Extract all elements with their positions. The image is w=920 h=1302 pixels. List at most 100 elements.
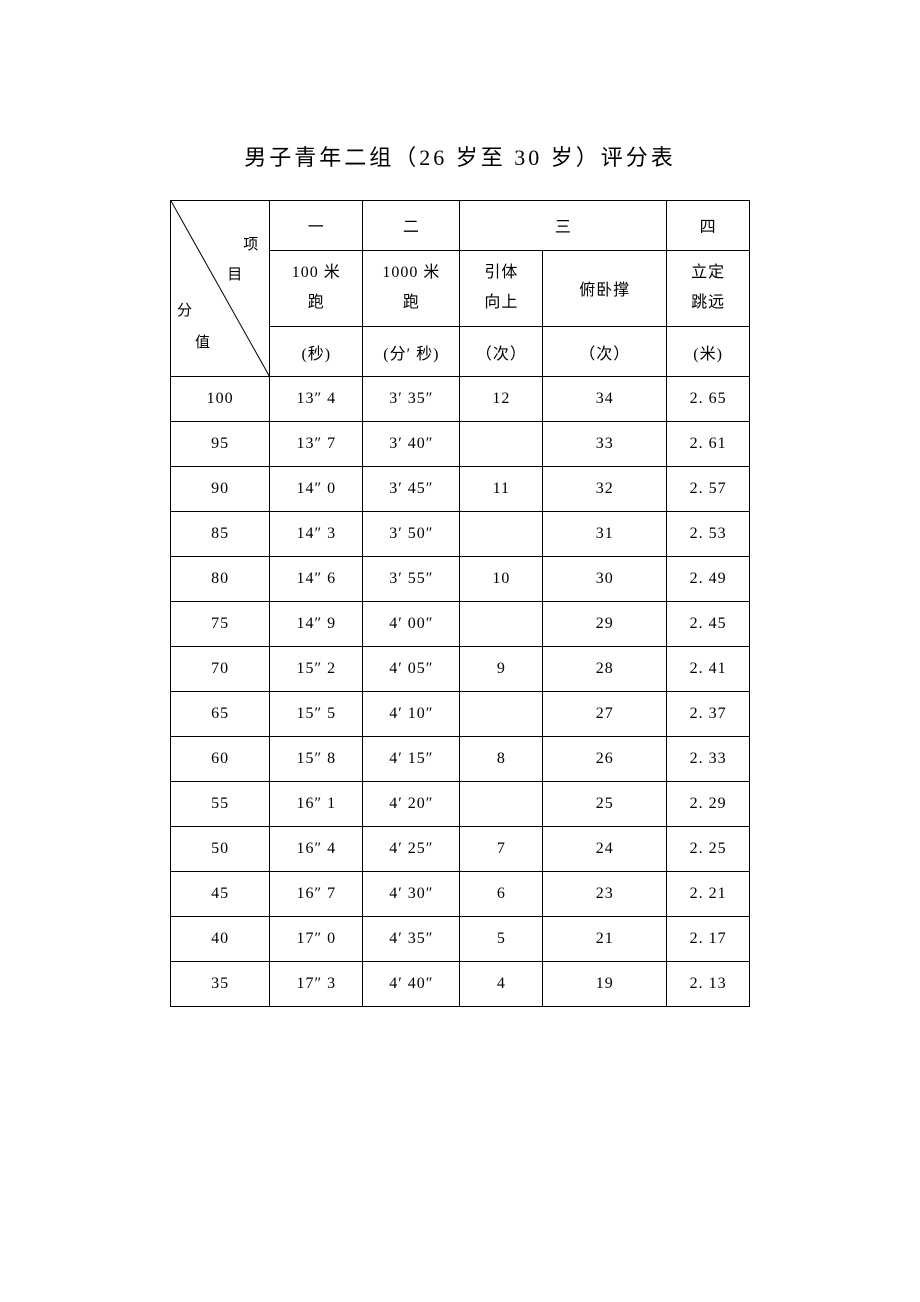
page-title: 男子青年二组（26 岁至 30 岁）评分表 bbox=[170, 140, 750, 172]
table-row: 9014″ 03′ 45″11322. 57 bbox=[171, 467, 750, 512]
cell-score: 95 bbox=[171, 422, 270, 467]
cell-score: 55 bbox=[171, 782, 270, 827]
cell-c3b: 34 bbox=[543, 377, 667, 422]
cell-c3a: 6 bbox=[460, 872, 543, 917]
cell-c1: 13″ 7 bbox=[270, 422, 363, 467]
sub-2-line1: 1000 米 bbox=[363, 258, 459, 288]
table-row: 9513″ 73′ 40″ 332. 61 bbox=[171, 422, 750, 467]
sub-1-line2: 跑 bbox=[270, 288, 362, 318]
cell-c2: 4′ 40″ bbox=[363, 962, 460, 1007]
cell-c3b: 25 bbox=[543, 782, 667, 827]
cell-score: 65 bbox=[171, 692, 270, 737]
cell-c3b: 33 bbox=[543, 422, 667, 467]
cell-c2: 4′ 10″ bbox=[363, 692, 460, 737]
cell-c3b: 24 bbox=[543, 827, 667, 872]
table-row: 4017″ 04′ 35″5212. 17 bbox=[171, 917, 750, 962]
cell-c3a: 5 bbox=[460, 917, 543, 962]
cell-c2: 4′ 15″ bbox=[363, 737, 460, 782]
cell-c4: 2. 13 bbox=[667, 962, 750, 1007]
cell-c1: 15″ 8 bbox=[270, 737, 363, 782]
cell-c2: 3′ 40″ bbox=[363, 422, 460, 467]
cell-c3b: 29 bbox=[543, 602, 667, 647]
cell-score: 90 bbox=[171, 467, 270, 512]
table-row: 8014″ 63′ 55″10302. 49 bbox=[171, 557, 750, 602]
cell-c1: 14″ 3 bbox=[270, 512, 363, 557]
table-row: 5516″ 14′ 20″252. 29 bbox=[171, 782, 750, 827]
cell-c3a bbox=[460, 692, 543, 737]
cell-c4: 2. 41 bbox=[667, 647, 750, 692]
cell-c3a bbox=[460, 512, 543, 557]
cell-c3b: 19 bbox=[543, 962, 667, 1007]
sub-3b: 俯卧撑 bbox=[543, 250, 667, 327]
cell-c3a: 4 bbox=[460, 962, 543, 1007]
cell-c4: 2. 45 bbox=[667, 602, 750, 647]
cell-c4: 2. 33 bbox=[667, 737, 750, 782]
cell-score: 60 bbox=[171, 737, 270, 782]
cell-score: 80 bbox=[171, 557, 270, 602]
cell-c4: 2. 21 bbox=[667, 872, 750, 917]
page: 男子青年二组（26 岁至 30 岁）评分表 项 目 分 值 一 二 三 bbox=[0, 0, 920, 1107]
header-row-groups: 项 目 分 值 一 二 三 四 bbox=[171, 201, 750, 251]
cell-c3a bbox=[460, 782, 543, 827]
table-row: 3517″ 34′ 40″4192. 13 bbox=[171, 962, 750, 1007]
sub-3a: 引体 向上 bbox=[460, 250, 543, 327]
cell-score: 50 bbox=[171, 827, 270, 872]
cell-c2: 3′ 55″ bbox=[363, 557, 460, 602]
cell-c1: 16″ 4 bbox=[270, 827, 363, 872]
sub-3a-line1: 引体 bbox=[460, 258, 542, 288]
diagonal-header: 项 目 分 值 bbox=[171, 201, 270, 377]
sub-4-line1: 立定 bbox=[667, 258, 749, 288]
cell-c2: 4′ 35″ bbox=[363, 917, 460, 962]
cell-c3b: 21 bbox=[543, 917, 667, 962]
cell-c2: 3′ 45″ bbox=[363, 467, 460, 512]
unit-3a: （次） bbox=[460, 327, 543, 377]
cell-c3b: 28 bbox=[543, 647, 667, 692]
cell-c1: 16″ 7 bbox=[270, 872, 363, 917]
cell-c3a bbox=[460, 602, 543, 647]
cell-c1: 15″ 2 bbox=[270, 647, 363, 692]
cell-c1: 13″ 4 bbox=[270, 377, 363, 422]
cell-c4: 2. 53 bbox=[667, 512, 750, 557]
table-row: 7015″ 24′ 05″9282. 41 bbox=[171, 647, 750, 692]
cell-c2: 4′ 20″ bbox=[363, 782, 460, 827]
group-4: 四 bbox=[667, 201, 750, 251]
cell-c1: 14″ 9 bbox=[270, 602, 363, 647]
cell-c1: 17″ 3 bbox=[270, 962, 363, 1007]
table-row: 4516″ 74′ 30″6232. 21 bbox=[171, 872, 750, 917]
diag-label-bot1: 分 bbox=[177, 299, 193, 320]
cell-c3b: 31 bbox=[543, 512, 667, 557]
cell-c4: 2. 61 bbox=[667, 422, 750, 467]
cell-c2: 4′ 05″ bbox=[363, 647, 460, 692]
cell-c2: 4′ 25″ bbox=[363, 827, 460, 872]
cell-score: 45 bbox=[171, 872, 270, 917]
table-row: 5016″ 44′ 25″7242. 25 bbox=[171, 827, 750, 872]
cell-c4: 2. 29 bbox=[667, 782, 750, 827]
table-row: 7514″ 94′ 00″ 292. 45 bbox=[171, 602, 750, 647]
sub-2: 1000 米 跑 bbox=[363, 250, 460, 327]
cell-c3a: 9 bbox=[460, 647, 543, 692]
cell-score: 70 bbox=[171, 647, 270, 692]
cell-c1: 15″ 5 bbox=[270, 692, 363, 737]
group-3: 三 bbox=[460, 201, 667, 251]
cell-score: 35 bbox=[171, 962, 270, 1007]
cell-score: 75 bbox=[171, 602, 270, 647]
table-row: 8514″ 33′ 50″312. 53 bbox=[171, 512, 750, 557]
table-row: 10013″ 43′ 35″12342. 65 bbox=[171, 377, 750, 422]
sub-1-line1: 100 米 bbox=[270, 258, 362, 288]
sub-4: 立定 跳远 bbox=[667, 250, 750, 327]
cell-c3b: 23 bbox=[543, 872, 667, 917]
score-table: 项 目 分 值 一 二 三 四 100 米 跑 bbox=[170, 200, 750, 1007]
sub-2-line2: 跑 bbox=[363, 288, 459, 318]
cell-c1: 14″ 0 bbox=[270, 467, 363, 512]
cell-c3a: 8 bbox=[460, 737, 543, 782]
cell-c3a: 7 bbox=[460, 827, 543, 872]
table-row: 6015″ 84′ 15″8262. 33 bbox=[171, 737, 750, 782]
table-row: 6515″ 54′ 10″272. 37 bbox=[171, 692, 750, 737]
cell-c2: 4′ 00″ bbox=[363, 602, 460, 647]
sub-1: 100 米 跑 bbox=[270, 250, 363, 327]
cell-c4: 2. 65 bbox=[667, 377, 750, 422]
cell-c3a: 12 bbox=[460, 377, 543, 422]
cell-c3a bbox=[460, 422, 543, 467]
cell-c3b: 32 bbox=[543, 467, 667, 512]
cell-c3b: 26 bbox=[543, 737, 667, 782]
